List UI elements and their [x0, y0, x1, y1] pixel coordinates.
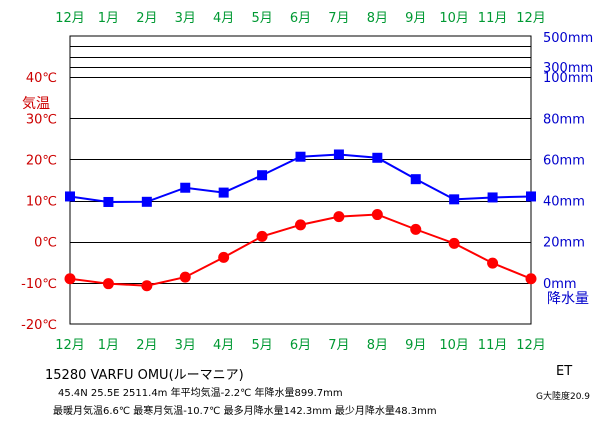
- month-label-top: 2月: [136, 11, 157, 26]
- left-axis-tick-label: 0℃: [34, 236, 57, 251]
- month-label-top: 8月: [367, 11, 388, 26]
- station-stats-line2: 最暖月気温6.6℃ 最寒月気温-10.7℃ 最多月降水量142.3mm 最少月降…: [53, 406, 437, 417]
- month-label-bottom: 3月: [175, 338, 196, 353]
- month-label-top: 3月: [175, 11, 196, 26]
- temperature-point: [448, 237, 460, 249]
- precipitation-point: [65, 191, 75, 202]
- precipitation-point: [141, 196, 152, 207]
- temperature-point: [141, 280, 153, 292]
- left-axis-tick-label: 30℃: [26, 112, 57, 127]
- temperature-point: [333, 211, 345, 223]
- temperature-point: [410, 223, 422, 235]
- temperature-point: [102, 278, 114, 290]
- month-label-bottom: 7月: [328, 338, 349, 353]
- month-label-top: 12月: [55, 11, 85, 26]
- precipitation-point: [180, 182, 191, 193]
- month-label-bottom: 10月: [439, 338, 469, 353]
- month-label-top: 9月: [405, 11, 426, 26]
- precipitation-point: [295, 151, 306, 162]
- month-label-bottom: 4月: [213, 338, 234, 353]
- month-label-top: 5月: [251, 11, 272, 26]
- right-axis-tick-label: 60mm: [543, 153, 585, 168]
- precipitation-point: [410, 174, 421, 185]
- month-label-top: 12月: [516, 11, 546, 26]
- temperature-point: [256, 230, 268, 242]
- month-label-top: 6月: [290, 11, 311, 26]
- left-axis-title: 気温: [22, 96, 50, 112]
- right-axis-title: 降水量: [547, 291, 589, 307]
- month-label-top: 7月: [328, 11, 349, 26]
- temperature-point: [487, 257, 499, 269]
- temperature-point: [218, 251, 230, 263]
- temperature-point: [179, 271, 191, 283]
- precipitation-point: [449, 194, 460, 205]
- station-stats-line1: 45.4N 25.5E 2511.4m 年平均気温-2.2℃ 年降水量899.7…: [58, 388, 343, 399]
- right-axis-tick-label: 0mm: [543, 277, 577, 292]
- plot-frame: [69, 35, 532, 325]
- month-label-bottom: 5月: [251, 338, 272, 353]
- temperature-point: [525, 273, 537, 285]
- precipitation-point: [333, 149, 344, 160]
- right-axis-tick-label: 500mm: [543, 31, 593, 46]
- temperature-point: [371, 209, 383, 221]
- month-label-top: 4月: [213, 11, 234, 26]
- right-axis-tick-label: 80mm: [543, 112, 585, 127]
- temperature-point: [295, 219, 306, 231]
- left-axis-tick-label: 40℃: [26, 71, 57, 86]
- month-label-top: 11月: [478, 11, 508, 26]
- station-title: 15280 VARFU OMU(ルーマニア): [45, 368, 244, 383]
- precipitation-point: [257, 170, 268, 181]
- month-label-bottom: 11月: [478, 338, 508, 353]
- month-label-bottom: 9月: [405, 338, 426, 353]
- month-label-top: 1月: [98, 11, 119, 26]
- month-label-top: 10月: [439, 11, 469, 26]
- month-label-bottom: 12月: [55, 338, 85, 353]
- precipitation-point: [487, 192, 498, 203]
- precipitation-point: [218, 187, 229, 198]
- month-label-bottom: 12月: [516, 338, 546, 353]
- month-label-bottom: 2月: [136, 338, 157, 353]
- left-axis-tick-label: -20℃: [21, 318, 57, 333]
- month-label-bottom: 6月: [290, 338, 311, 353]
- month-label-bottom: 8月: [367, 338, 388, 353]
- continentality-index: G大陸度20.9: [536, 392, 591, 402]
- left-axis-tick-label: 20℃: [26, 153, 57, 168]
- precipitation-point: [103, 196, 114, 207]
- climate-code: ET: [556, 364, 573, 379]
- left-axis-tick-label: -10℃: [21, 277, 57, 292]
- right-axis-tick-label: 40mm: [543, 195, 585, 210]
- temperature-point: [64, 273, 76, 285]
- precipitation-point: [372, 152, 383, 163]
- right-axis-tick-label: 20mm: [543, 236, 585, 251]
- left-axis-tick-label: 10℃: [26, 195, 57, 210]
- month-label-bottom: 1月: [98, 338, 119, 353]
- precipitation-point: [526, 191, 536, 202]
- right-axis-tick-label: 100mm: [543, 71, 593, 86]
- right-axis-tick-label: 300mm: [543, 61, 593, 76]
